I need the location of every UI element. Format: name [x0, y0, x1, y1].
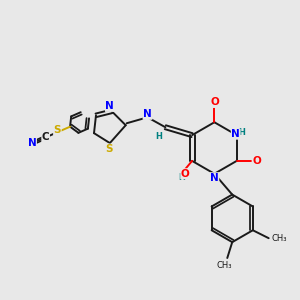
Text: H: H — [238, 128, 245, 137]
Text: H: H — [178, 173, 184, 182]
Text: O: O — [210, 98, 219, 107]
Text: H: H — [155, 132, 162, 141]
Text: N: N — [210, 173, 219, 183]
Text: O: O — [252, 156, 261, 166]
Text: N: N — [231, 129, 240, 139]
Text: S: S — [54, 125, 61, 135]
Text: CH₃: CH₃ — [217, 261, 232, 270]
Text: N: N — [106, 101, 114, 111]
Text: CH₃: CH₃ — [272, 234, 287, 243]
Text: N: N — [28, 138, 36, 148]
Text: O: O — [181, 169, 190, 179]
Text: C: C — [42, 132, 50, 142]
Text: S: S — [105, 144, 112, 154]
Text: N: N — [143, 109, 152, 119]
